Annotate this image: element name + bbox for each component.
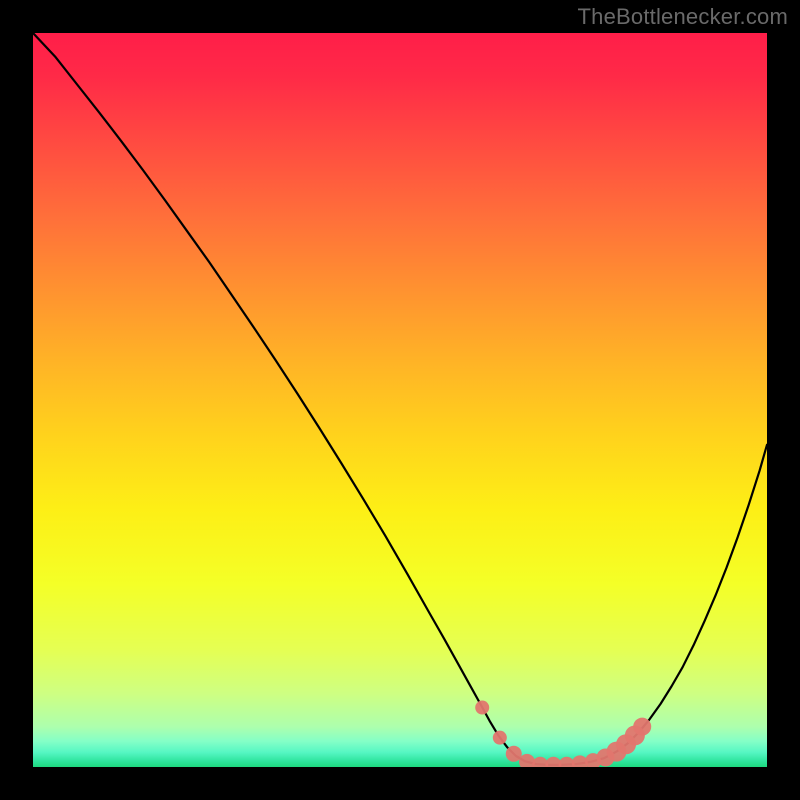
curve-marker bbox=[493, 731, 507, 745]
curve-marker bbox=[506, 746, 522, 762]
curve-marker bbox=[633, 718, 651, 736]
chart-frame: TheBottlenecker.com bbox=[0, 0, 800, 800]
plot-area bbox=[33, 33, 767, 767]
watermark-text: TheBottlenecker.com bbox=[578, 4, 788, 30]
curve-marker bbox=[475, 701, 489, 715]
chart-svg bbox=[33, 33, 767, 767]
gradient-background bbox=[33, 33, 767, 767]
